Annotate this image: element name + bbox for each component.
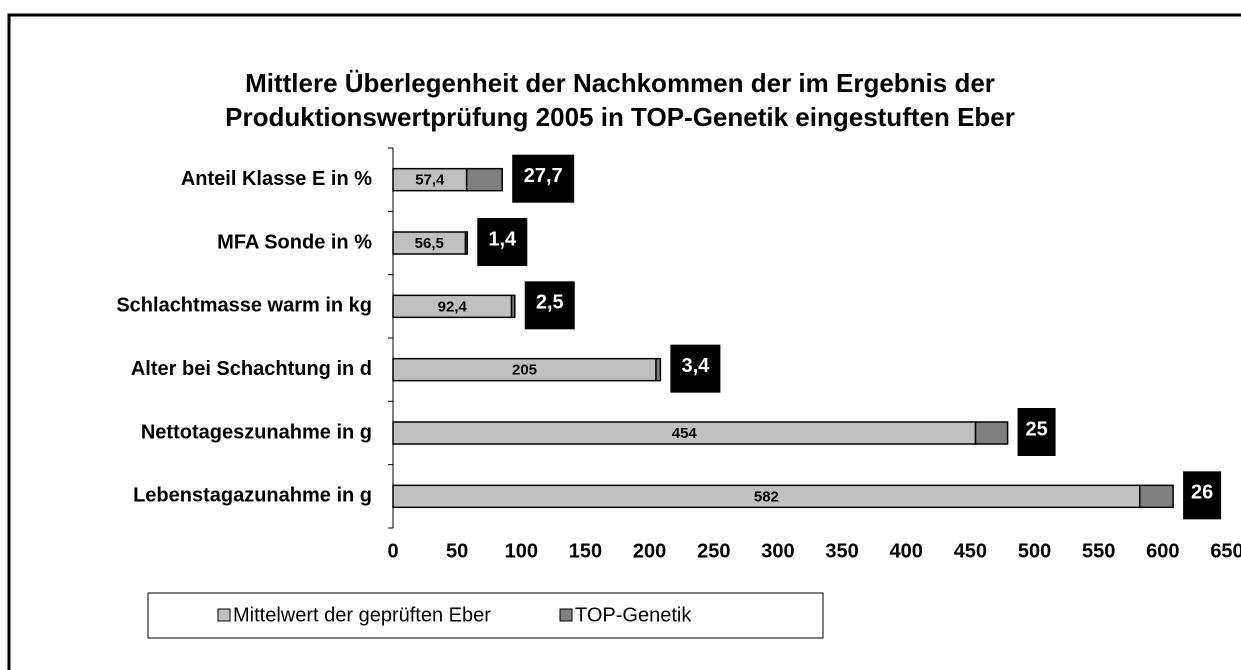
legend <box>147 592 824 639</box>
value-label: 92,4 <box>438 298 468 315</box>
chart-title: Produktionswertprüfung 2005 in TOP-Genet… <box>225 102 1015 132</box>
x-tick-label: 300 <box>761 540 794 562</box>
value-label: 205 <box>512 362 537 379</box>
category-label: Lebenstagazunahme in g <box>133 485 372 507</box>
value-label: 27,7 <box>524 165 563 187</box>
x-tick-label: 600 <box>1146 540 1179 562</box>
x-tick-label: 450 <box>954 540 987 562</box>
value-label: 26 <box>1191 482 1213 504</box>
chart-frame <box>7 13 1241 670</box>
label-box <box>524 281 575 330</box>
category-label: Nettotageszunahme in g <box>141 421 372 443</box>
x-tick-label: 0 <box>387 540 398 562</box>
bar-segment <box>1139 484 1174 509</box>
legend-swatch <box>559 608 573 622</box>
label-box <box>477 218 528 266</box>
bar-segment <box>464 231 469 255</box>
category-label: Schlachtmasse warm in kg <box>116 295 372 317</box>
bar-segment <box>974 421 1009 445</box>
value-label: 2,5 <box>536 292 564 314</box>
x-tick-label: 400 <box>890 540 923 562</box>
x-tick-label: 250 <box>697 540 730 562</box>
value-label: 1,4 <box>488 228 517 250</box>
value-label: 56,5 <box>415 235 444 252</box>
x-tick-label: 150 <box>569 540 602 562</box>
category-label: MFA Sonde in % <box>217 231 372 253</box>
x-tick-label: 100 <box>505 540 538 562</box>
value-label: 3,4 <box>681 355 710 377</box>
category-label: Anteil Klasse E in % <box>181 168 372 190</box>
bar-segment <box>655 357 662 382</box>
legend-swatch <box>217 608 231 622</box>
bar-segment <box>465 167 503 192</box>
label-box <box>1017 408 1056 456</box>
value-label: 454 <box>672 425 698 442</box>
bar-segment <box>510 294 516 319</box>
x-tick-label: 50 <box>446 540 468 562</box>
label-box <box>512 154 575 203</box>
x-tick-label: 350 <box>825 540 858 562</box>
x-tick-label: 550 <box>1082 540 1115 562</box>
value-label: 582 <box>754 488 779 505</box>
label-box <box>1183 471 1222 520</box>
x-tick-label: 200 <box>633 540 666 562</box>
value-label: 57,4 <box>415 172 445 189</box>
chart-title: Mittlere Überlegenheit der Nachkommen de… <box>245 68 995 98</box>
category-label: Alter bei Schachtung in d <box>131 358 372 380</box>
legend-label: Mittelwert der geprüften Eber <box>233 604 491 626</box>
legend-label: TOP-Genetik <box>575 604 692 626</box>
x-tick-label: 500 <box>1018 540 1051 562</box>
x-tick-label: 650 <box>1210 540 1241 562</box>
label-box <box>670 344 721 393</box>
value-label: 25 <box>1025 418 1047 440</box>
